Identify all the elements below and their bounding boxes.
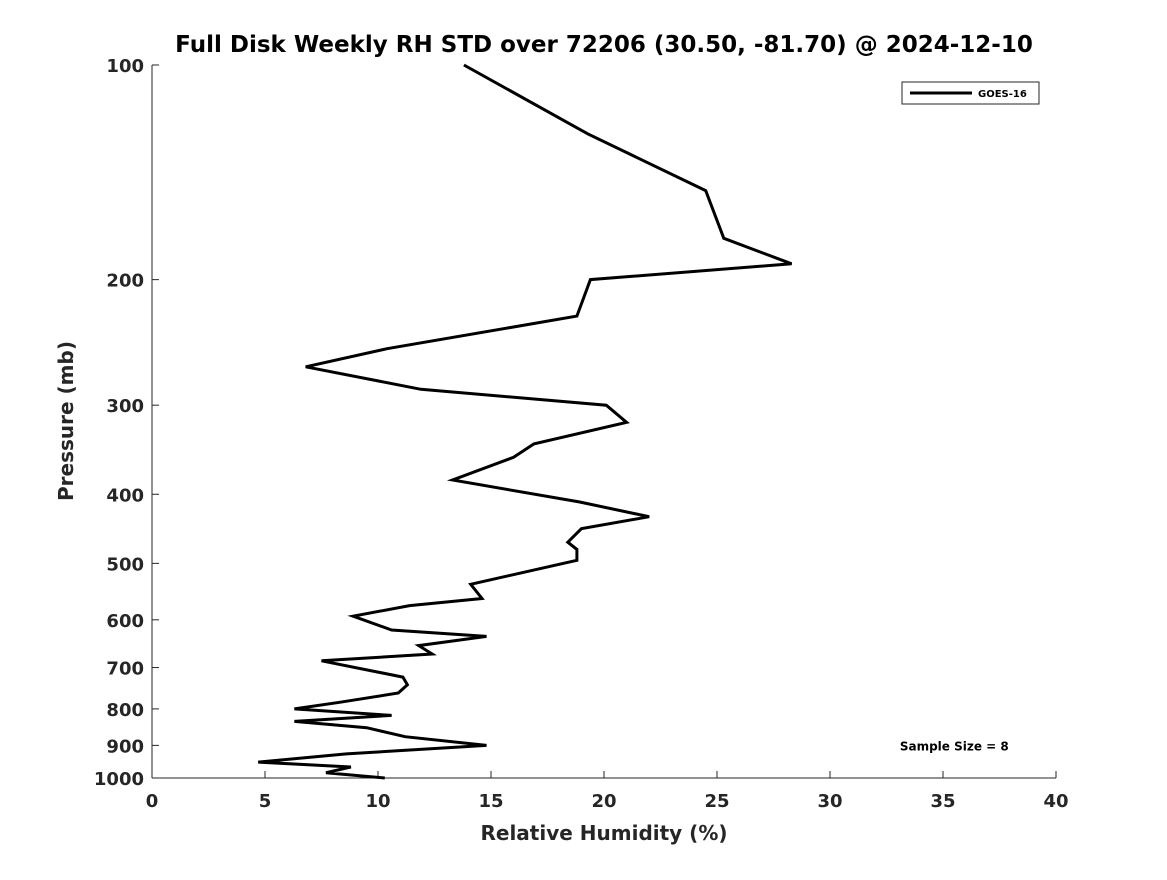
x-tick-label: 20 <box>591 791 616 812</box>
annotation-sample-size: Sample Size = 8 <box>900 739 1009 753</box>
x-tick-label: 10 <box>365 791 390 812</box>
y-axis-ticks: 100 200 300 400 500 600 700 800 900 1000 <box>94 56 159 790</box>
x-tick-label: 15 <box>478 791 503 812</box>
y-tick-label: 300 <box>106 396 144 417</box>
legend: GOES-16 <box>901 81 1040 105</box>
x-axis-label: Relative Humidity (%) <box>480 821 727 845</box>
plot-area <box>152 65 1056 778</box>
y-tick-label: 800 <box>106 700 144 721</box>
x-tick-label: 5 <box>259 791 272 812</box>
y-tick-label: 100 <box>106 56 144 77</box>
series-line-goes-16 <box>258 63 793 780</box>
series-layer <box>258 63 793 780</box>
y-tick-label: 700 <box>106 659 144 680</box>
legend-label-goes-16: GOES-16 <box>978 89 1027 100</box>
chart-title: Full Disk Weekly RH STD over 72206 (30.5… <box>175 32 1033 58</box>
x-tick-label: 40 <box>1043 791 1068 812</box>
y-tick-label: 200 <box>106 271 144 292</box>
y-tick-label: 900 <box>106 736 144 757</box>
y-axis-label: Pressure (mb) <box>54 341 78 501</box>
x-tick-label: 25 <box>704 791 729 812</box>
x-tick-label: 35 <box>930 791 955 812</box>
y-tick-label: 1000 <box>94 769 144 790</box>
y-tick-label: 500 <box>106 554 144 575</box>
y-tick-label: 600 <box>106 611 144 632</box>
x-tick-label: 0 <box>146 791 159 812</box>
x-tick-label: 30 <box>817 791 842 812</box>
x-axis-ticks: 0 5 10 15 20 25 30 35 40 <box>146 771 1069 812</box>
y-tick-label: 400 <box>106 485 144 506</box>
